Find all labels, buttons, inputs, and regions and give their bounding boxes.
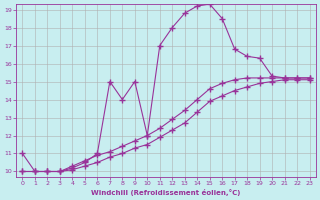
X-axis label: Windchill (Refroidissement éolien,°C): Windchill (Refroidissement éolien,°C) [91, 189, 241, 196]
